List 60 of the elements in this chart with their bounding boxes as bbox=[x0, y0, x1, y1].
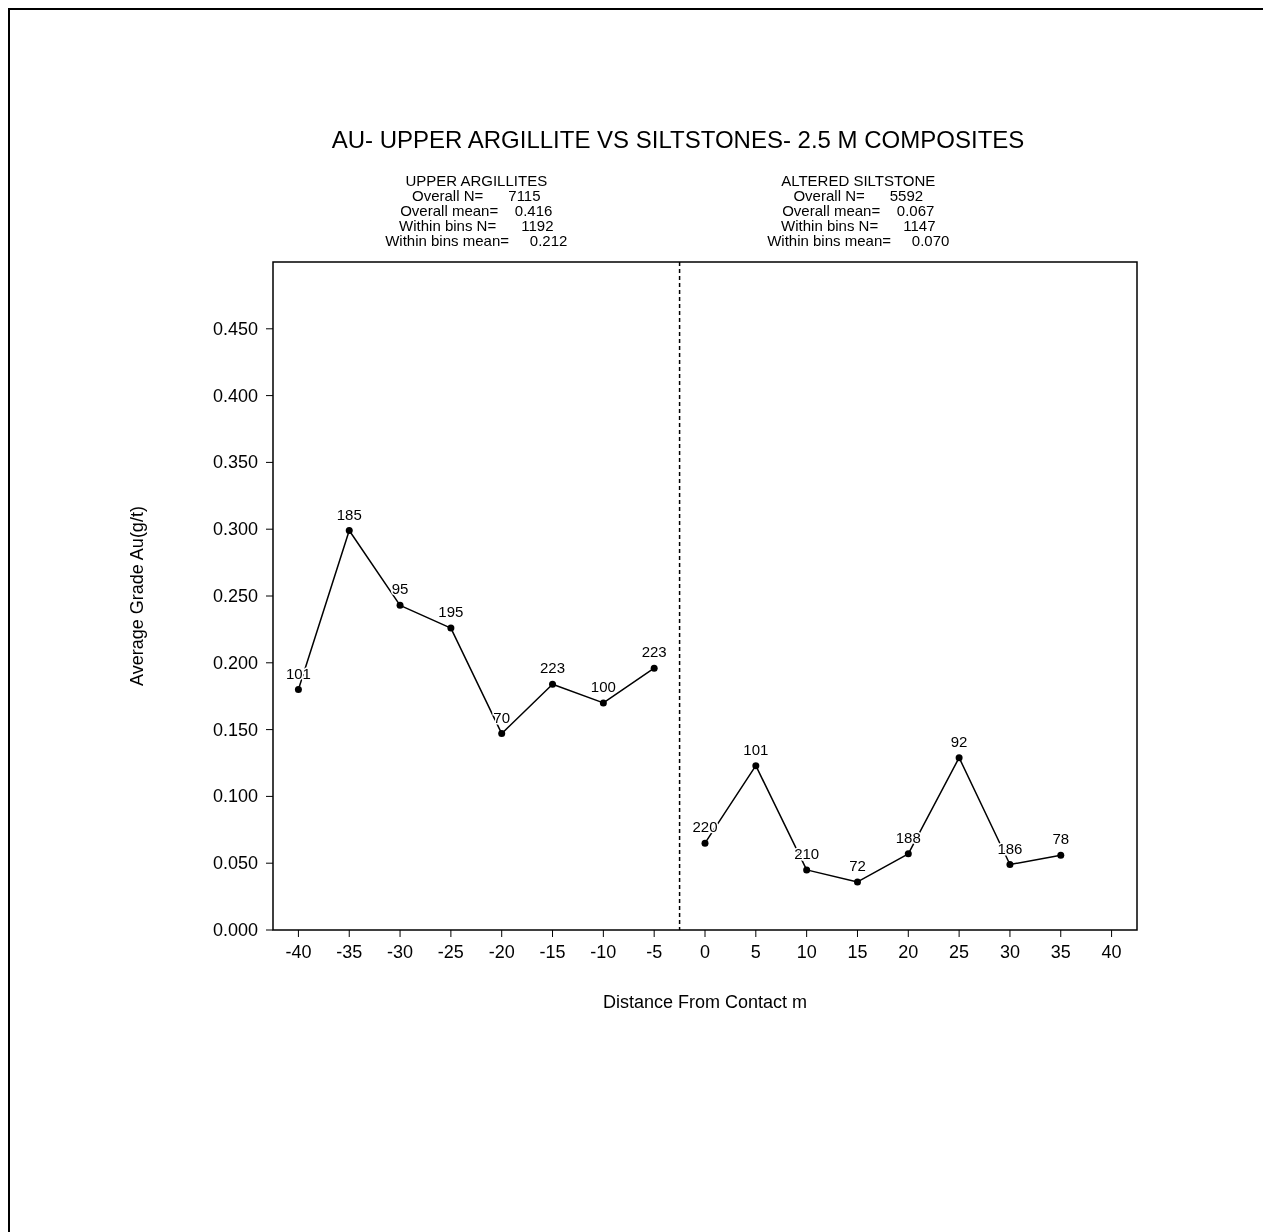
y-tick-label: 0.400 bbox=[212, 385, 258, 406]
point bbox=[599, 699, 607, 707]
point bbox=[650, 664, 658, 672]
x-tick-label: -20 bbox=[488, 942, 515, 962]
y-tick-label: 0.000 bbox=[212, 920, 258, 940]
x-axis-title: Distance From Contact m bbox=[602, 992, 808, 1012]
y-tick-label: 0.450 bbox=[212, 318, 258, 339]
annotation: 78 bbox=[1052, 830, 1070, 848]
x-tick-label: 5 bbox=[750, 942, 761, 962]
x-tick-label: 40 bbox=[1101, 942, 1122, 962]
point bbox=[752, 762, 760, 770]
x-tick-label: -30 bbox=[387, 942, 414, 962]
point bbox=[904, 850, 912, 858]
x-tick-label: 30 bbox=[999, 942, 1020, 962]
chart-title: AU- UPPER ARGILLITE VS SILTSTONES- 2.5 M COMPOSITES bbox=[331, 126, 1025, 153]
y-tick-label: 0.300 bbox=[212, 519, 258, 540]
y-tick-label: 0.200 bbox=[212, 652, 258, 673]
annotation: 101 bbox=[743, 740, 769, 758]
annotation: 185 bbox=[336, 505, 362, 523]
point bbox=[955, 754, 963, 762]
y-tick-label: 0.250 bbox=[212, 586, 258, 606]
x-tick-label: -40 bbox=[285, 942, 312, 962]
annotation: 223 bbox=[540, 659, 566, 677]
point bbox=[345, 527, 353, 535]
x-tick-label: 0 bbox=[699, 942, 711, 962]
text: ALTERED SILTSTONE Overall N= 5592 Overall mean= 0.067 Within bins N= 1147 Within bins mean= 0.070 bbox=[767, 172, 950, 249]
point bbox=[447, 624, 455, 632]
y-tick-label: 0.350 bbox=[212, 452, 258, 473]
x-tick-label: -5 bbox=[646, 942, 663, 962]
x-tick-label: 35 bbox=[1050, 942, 1071, 962]
x-tick-label: -15 bbox=[539, 942, 566, 962]
x-tick-label: -25 bbox=[437, 942, 464, 962]
point bbox=[1057, 851, 1065, 859]
annotation: 72 bbox=[849, 856, 866, 874]
point bbox=[498, 730, 506, 738]
y-tick-label: 0.050 bbox=[212, 853, 258, 874]
x-tick-label: 25 bbox=[949, 942, 970, 962]
x-tick-label: 15 bbox=[847, 942, 868, 962]
point bbox=[396, 601, 404, 609]
point bbox=[803, 866, 811, 874]
annotation: 95 bbox=[391, 580, 409, 598]
annotation: 100 bbox=[590, 677, 616, 695]
annotation: 92 bbox=[950, 732, 968, 750]
x-tick-label: -10 bbox=[590, 942, 617, 962]
x-tick-label: 10 bbox=[796, 942, 817, 962]
y-tick-label: 0.100 bbox=[212, 786, 258, 807]
annotation: 70 bbox=[493, 708, 511, 726]
y-tick-label: 0.150 bbox=[212, 719, 258, 740]
annotation: 223 bbox=[641, 643, 667, 661]
point bbox=[294, 686, 302, 694]
x-tick-label: 20 bbox=[898, 942, 919, 962]
x-tick-label: -35 bbox=[336, 942, 363, 962]
point bbox=[853, 878, 861, 886]
point bbox=[549, 680, 557, 688]
point bbox=[701, 839, 709, 847]
annotation: 195 bbox=[438, 603, 464, 621]
y-axis-title: Average Grade Au(g/t) bbox=[127, 506, 147, 686]
text: UPPER ARGILLITES Overall N= 7115 Overall mean= 0.416 Within bins N= 1192 Within bins mean= 0.212 bbox=[385, 172, 568, 249]
annotation: 220 bbox=[692, 818, 718, 836]
point bbox=[1006, 861, 1014, 869]
